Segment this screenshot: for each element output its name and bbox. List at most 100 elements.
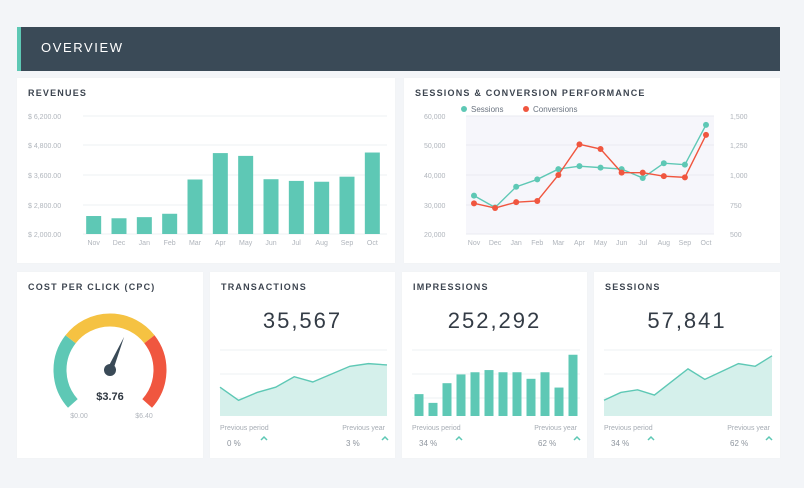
series-point-sessions (597, 164, 604, 171)
revenue-bar (187, 179, 203, 234)
impressions-prev-period-label: Previous period (412, 425, 461, 432)
impressions-prev-period-value: 34 % (419, 439, 438, 448)
sparkline-line (603, 355, 773, 401)
series-point-conversions (555, 172, 562, 178)
right-tick-label: 500 (730, 232, 742, 239)
chevron-up-icon (381, 435, 389, 441)
gauge-hub (104, 364, 116, 376)
legend-marker-sessions (461, 106, 467, 112)
y-tick-label: $ 4,800.00 (28, 143, 61, 150)
gauge-arc-mid (65, 313, 155, 344)
revenue-bar (263, 179, 279, 234)
revenue-bar (364, 152, 380, 234)
x-tick-label: Jul (292, 240, 301, 247)
transactions-prev-period-label: Previous period (220, 425, 269, 432)
sparkline-line (219, 362, 388, 402)
right-tick-label: 1,000 (730, 173, 748, 180)
series-point-sessions (681, 161, 688, 168)
impressions-bar (512, 372, 522, 416)
series-point-sessions (471, 192, 477, 199)
gauge-max-label: $6.40 (135, 413, 153, 420)
chevron-up-icon (765, 435, 773, 441)
sessions-sparkline (603, 349, 773, 416)
series-point-sessions (555, 166, 562, 173)
x-tick-label: Jul (638, 240, 647, 247)
x-tick-label: May (594, 240, 608, 247)
legend-label: Conversions (533, 105, 577, 114)
transactions-prev-year-value: 3 % (346, 439, 360, 448)
sessions-conversion-card: SESSIONS & CONVERSION PERFORMANCE 60,000… (404, 78, 780, 263)
gauge-needle (107, 336, 125, 372)
impressions-bar (484, 370, 494, 416)
transactions-title: TRANSACTIONS (221, 282, 307, 292)
chevron-up-icon (573, 435, 581, 441)
x-tick-label: Feb (164, 240, 176, 247)
series-line-conversions (473, 134, 707, 209)
series-point-sessions (513, 183, 520, 190)
cpc-gauge: $3.76 $0.00 $6.40 (53, 313, 167, 420)
series-point-conversions (471, 200, 477, 207)
sessions-prev-period-value: 34 % (611, 439, 630, 448)
impressions-prev-year-value: 62 % (538, 439, 557, 448)
revenue-bar (136, 217, 152, 234)
sessions-card: SESSIONS 57,841 Previous period Previous… (594, 272, 780, 458)
series-line-sessions (473, 124, 707, 209)
transactions-prev-year-label: Previous year (342, 425, 385, 432)
impressions-bar (442, 383, 452, 416)
impressions-bar-chart (412, 349, 580, 416)
series-point-sessions (639, 174, 646, 181)
x-tick-label: Aug (315, 240, 328, 247)
transactions-value: 35,567 (262, 308, 343, 333)
x-tick-label: Jun (616, 240, 627, 247)
chevron-up-icon (260, 435, 268, 441)
impressions-card: IMPRESSIONS 252,292 Previous period Prev… (402, 272, 587, 458)
transactions-sparkline (219, 349, 388, 416)
x-tick-label: Jan (511, 240, 522, 247)
left-tick-label: 30,000 (424, 203, 446, 210)
sessions-conversion-title: SESSIONS & CONVERSION PERFORMANCE (415, 88, 646, 98)
chevron-up-icon (647, 435, 655, 441)
transactions-card: TRANSACTIONS 35,567 Previous period Prev… (210, 272, 395, 458)
x-tick-label: Dec (489, 240, 502, 247)
impressions-bar (526, 378, 536, 416)
right-tick-label: 1,500 (730, 114, 748, 121)
impressions-bar (540, 372, 550, 416)
transactions-prev-period-value: 0 % (227, 439, 241, 448)
sessions-prev-period-label: Previous period (604, 425, 653, 432)
x-tick-label: Jan (139, 240, 150, 247)
gauge-arc-high (142, 335, 167, 408)
revenues-title: REVENUES (28, 88, 88, 98)
cpc-card: COST PER CLICK (CPC) $3.76 $0.00 $6.40 (17, 272, 203, 458)
left-tick-label: 60,000 (424, 114, 446, 121)
impressions-prev-year-label: Previous year (534, 425, 577, 432)
x-tick-label: May (239, 240, 253, 247)
series-point-conversions (618, 169, 625, 176)
series-point-conversions (492, 205, 499, 212)
series-point-conversions (534, 197, 541, 204)
revenues-chart: $ 6,200.00 $ 4,800.00 $ 3,600.00 $ 2,800.00… (28, 114, 387, 247)
right-tick-label: 1,250 (730, 143, 748, 150)
impressions-bar (554, 387, 564, 416)
revenues-card: REVENUES $ 6,200.00 $ 4,800.00 $ 3,600.00 $… (17, 78, 395, 263)
revenue-bar (339, 176, 355, 234)
y-tick-label: $ 2,000.00 (28, 232, 61, 239)
impressions-value: 252,292 (447, 308, 542, 333)
left-tick-label: 50,000 (424, 143, 446, 150)
sessions-prev-year-label: Previous year (727, 425, 770, 432)
series-point-conversions (660, 173, 667, 180)
series-point-conversions (513, 199, 520, 206)
impressions-bar (498, 372, 508, 416)
x-tick-label: Apr (215, 240, 227, 247)
x-tick-label: Dec (113, 240, 126, 247)
sparkline-area (604, 355, 772, 416)
x-tick-label: Jun (265, 240, 276, 247)
gauge-min-label: $0.00 (70, 413, 88, 420)
impressions-title: IMPRESSIONS (413, 282, 489, 292)
gauge-arc-low (53, 335, 78, 408)
series-point-sessions (576, 163, 583, 170)
x-tick-label: Feb (531, 240, 543, 247)
y-tick-label: $ 2,800.00 (28, 203, 61, 210)
series-point-sessions (660, 160, 667, 167)
cpc-title: COST PER CLICK (CPC) (28, 282, 156, 292)
revenue-bar (288, 180, 304, 234)
